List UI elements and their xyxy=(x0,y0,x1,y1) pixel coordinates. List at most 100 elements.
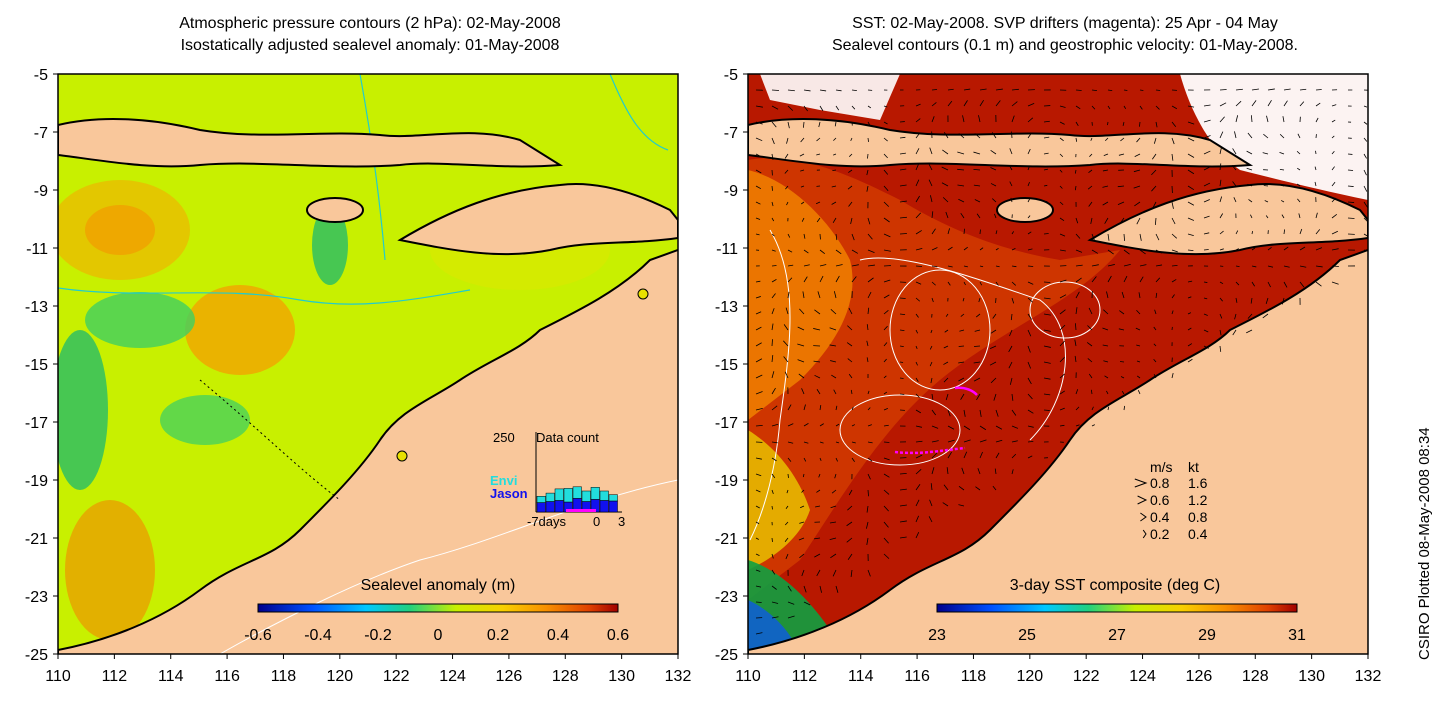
velocity-arrow xyxy=(1280,200,1285,203)
velocity-arrow xyxy=(1008,345,1013,353)
velocity-arrow xyxy=(803,121,805,128)
velocity-key-header-kt: kt xyxy=(1188,459,1199,475)
velocity-arrow xyxy=(883,521,889,528)
velocity-arrow xyxy=(1267,100,1272,107)
velocity-arrow xyxy=(1171,233,1178,239)
velocity-arrow xyxy=(1011,440,1018,443)
velocity-arrow xyxy=(1011,453,1017,459)
velocity-arrow xyxy=(963,246,968,251)
velocity-arrow xyxy=(995,452,1000,459)
velocity-arrow xyxy=(813,328,821,331)
velocity-arrow xyxy=(1059,279,1067,283)
velocity-arrow xyxy=(1122,121,1125,126)
velocity-arrow xyxy=(1283,281,1288,288)
velocity-arrow xyxy=(803,105,808,112)
velocity-arrow xyxy=(1203,297,1208,300)
velocity-arrow xyxy=(867,473,871,480)
velocity-arrow xyxy=(1363,201,1368,208)
velocity-arrow xyxy=(771,201,774,207)
velocity-arrow xyxy=(947,439,955,443)
left-title-line1: Atmospheric pressure contours (2 hPa): 0… xyxy=(179,15,561,32)
velocity-arrow xyxy=(1299,88,1307,91)
velocity-arrow xyxy=(915,361,918,366)
velocity-arrow xyxy=(1246,329,1253,334)
velocity-arrow xyxy=(797,343,805,347)
velocity-arrow xyxy=(784,169,789,174)
velocity-arrow xyxy=(1075,105,1081,110)
velocity-arrow xyxy=(755,201,761,205)
velocity-arrow xyxy=(830,360,837,363)
y-tick-label: -7 xyxy=(34,125,48,142)
velocity-arrow xyxy=(1074,185,1077,191)
velocity-arrow xyxy=(1107,121,1109,126)
velocity-arrow xyxy=(1102,169,1109,172)
velocity-arrow xyxy=(1027,455,1033,459)
velocity-arrow xyxy=(803,423,809,427)
velocity-arrow xyxy=(946,467,949,475)
velocity-arrow xyxy=(1075,277,1082,283)
velocity-arrow xyxy=(1027,345,1031,353)
velocity-arrow xyxy=(1219,147,1222,155)
cloud-mask xyxy=(760,74,900,120)
velocity-arrow xyxy=(1121,291,1125,299)
velocity-arrow xyxy=(1027,297,1033,303)
velocity-arrow xyxy=(846,342,853,347)
velocity-arrow xyxy=(1247,313,1253,319)
velocity-arrow xyxy=(1155,249,1162,254)
velocity-arrow xyxy=(1105,137,1109,142)
velocity-arrow xyxy=(851,233,855,241)
velocity-arrow xyxy=(1187,217,1195,221)
velocity-arrow xyxy=(1136,344,1141,347)
velocity-arrow xyxy=(1315,265,1323,268)
velocity-arrow xyxy=(979,99,984,107)
y-tick-label: -13 xyxy=(25,299,48,316)
velocity-arrow xyxy=(1187,312,1192,315)
velocity-arrow xyxy=(1171,121,1177,128)
velocity-arrow xyxy=(958,377,965,382)
velocity-arrow xyxy=(995,100,1001,107)
velocity-arrow xyxy=(1299,281,1305,288)
velocity-arrow xyxy=(957,168,965,171)
velocity-arrow xyxy=(958,198,965,203)
velocity-arrow xyxy=(899,536,907,539)
velocity-arrow xyxy=(1027,165,1031,171)
colorbar-tick-label: -0.4 xyxy=(304,627,332,644)
australia-coast xyxy=(58,249,678,654)
velocity-arrow xyxy=(1296,150,1301,155)
velocity-arrow xyxy=(930,377,933,384)
australia-coast xyxy=(748,249,1368,654)
velocity-arrow xyxy=(1347,169,1354,171)
velocity-arrow xyxy=(755,137,763,142)
velocity-arrow xyxy=(1102,185,1109,188)
velocity-key-ms: 0.8 xyxy=(1150,475,1170,491)
velocity-arrow xyxy=(755,553,760,557)
velocity-arrow xyxy=(1235,297,1238,303)
velocity-arrow xyxy=(915,440,923,443)
inset-bar-jason xyxy=(554,500,564,513)
velocity-arrow xyxy=(755,424,763,427)
right-title-line2: Sealevel contours (0.1 m) and geostrophi… xyxy=(831,37,1298,54)
velocity-arrow xyxy=(899,313,906,316)
velocity-arrow xyxy=(992,313,997,319)
velocity-arrow xyxy=(787,249,793,253)
velocity-arrow xyxy=(1075,249,1083,253)
velocity-arrow xyxy=(1155,277,1161,283)
velocity-arrow xyxy=(1102,344,1109,347)
velocity-arrow xyxy=(883,233,891,238)
velocity-arrow xyxy=(1091,249,1099,254)
velocity-arrow xyxy=(931,247,938,251)
velocity-arrow xyxy=(755,326,762,331)
velocity-arrow xyxy=(1027,377,1032,385)
velocity-arrow xyxy=(1011,131,1013,139)
velocity-arrow xyxy=(1059,153,1064,158)
velocity-arrow xyxy=(835,585,839,593)
velocity-arrow xyxy=(1139,276,1144,283)
velocity-arrow xyxy=(1139,233,1142,241)
velocity-arrow xyxy=(846,521,853,527)
velocity-arrow xyxy=(1235,265,1240,268)
velocity-arrow xyxy=(1171,310,1174,315)
velocity-arrow xyxy=(867,569,871,577)
x-tick-label: 112 xyxy=(102,668,128,685)
velocity-arrow xyxy=(1247,183,1253,187)
velocity-arrow xyxy=(867,233,873,240)
